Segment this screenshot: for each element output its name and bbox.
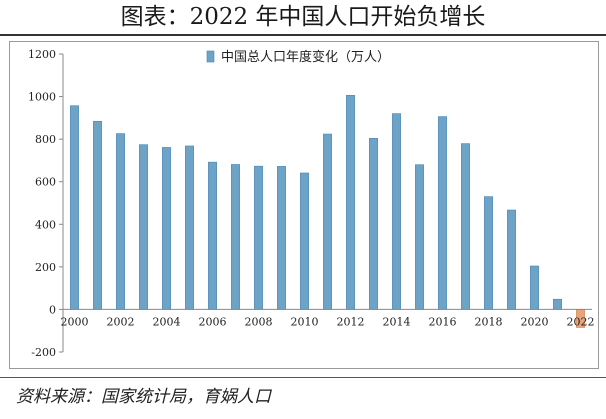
source-label: 资料来源： [16,387,101,407]
bar-2013 [369,137,378,310]
source-text: 国家统计局，育娲人口 [101,387,271,407]
x-tick-label: 2000 [61,315,89,328]
x-tick-label: 2008 [245,315,273,328]
x-tick-label: 2010 [291,315,319,328]
bar-2007 [231,164,240,310]
chart-title: 图表：2022 年中国人口开始负增长 [120,4,486,30]
x-tick-label: 2012 [337,315,365,328]
bar-2010 [300,172,309,310]
bar-2016 [438,116,447,310]
bar-2015 [415,164,424,310]
bar-2012 [346,94,355,310]
x-tick-label: 2016 [429,315,457,328]
bar-chart: -200 0 200 400 600 800 1000 1200 2000 2002 2004 200… [28,48,595,359]
bar-2017 [461,143,470,310]
footer-divider [0,377,606,378]
bar-2002 [116,133,125,310]
y-tick-label: 200 [35,261,56,274]
bar-2000 [70,105,79,310]
bar-2006 [208,161,217,310]
x-tick-label: 2014 [383,315,411,328]
legend-swatch [206,50,215,63]
y-tick-label: 400 [35,218,56,231]
bar-2003 [139,144,148,310]
y-tick-label: -200 [31,346,56,359]
bar-2018 [484,196,493,310]
y-tick-label: 600 [35,176,56,189]
title-divider [0,34,606,36]
bar-2005 [185,145,194,310]
source-note: 资料来源：国家统计局，育娲人口 [16,382,271,407]
bar-2014 [392,113,401,310]
bar-2009 [277,166,286,310]
y-tick-label: 1000 [28,91,56,104]
bar-2011 [323,133,332,310]
bar-2020 [530,265,539,310]
y-tick-label: 0 [49,303,56,316]
y-tick-label: 1200 [28,48,56,61]
chart-frame: -200 0 200 400 600 800 1000 1200 2000 2002 2004 200… [9,41,599,369]
legend-label: 中国总人口年度变化（万人） [221,49,390,65]
x-tick-label: 2006 [199,315,227,328]
x-tick-label: 2002 [107,315,135,328]
bar-2019 [507,209,516,310]
x-tick-label: 2004 [153,315,181,328]
x-tick-label: 2018 [475,315,503,328]
y-tick-label: 800 [35,133,56,146]
x-tick-label: 2022 [567,315,595,328]
x-tick-label: 2020 [521,315,549,328]
bar-2001 [93,120,102,310]
bar-2008 [254,165,263,310]
bar-2021 [553,298,562,310]
bar-2004 [162,147,171,310]
